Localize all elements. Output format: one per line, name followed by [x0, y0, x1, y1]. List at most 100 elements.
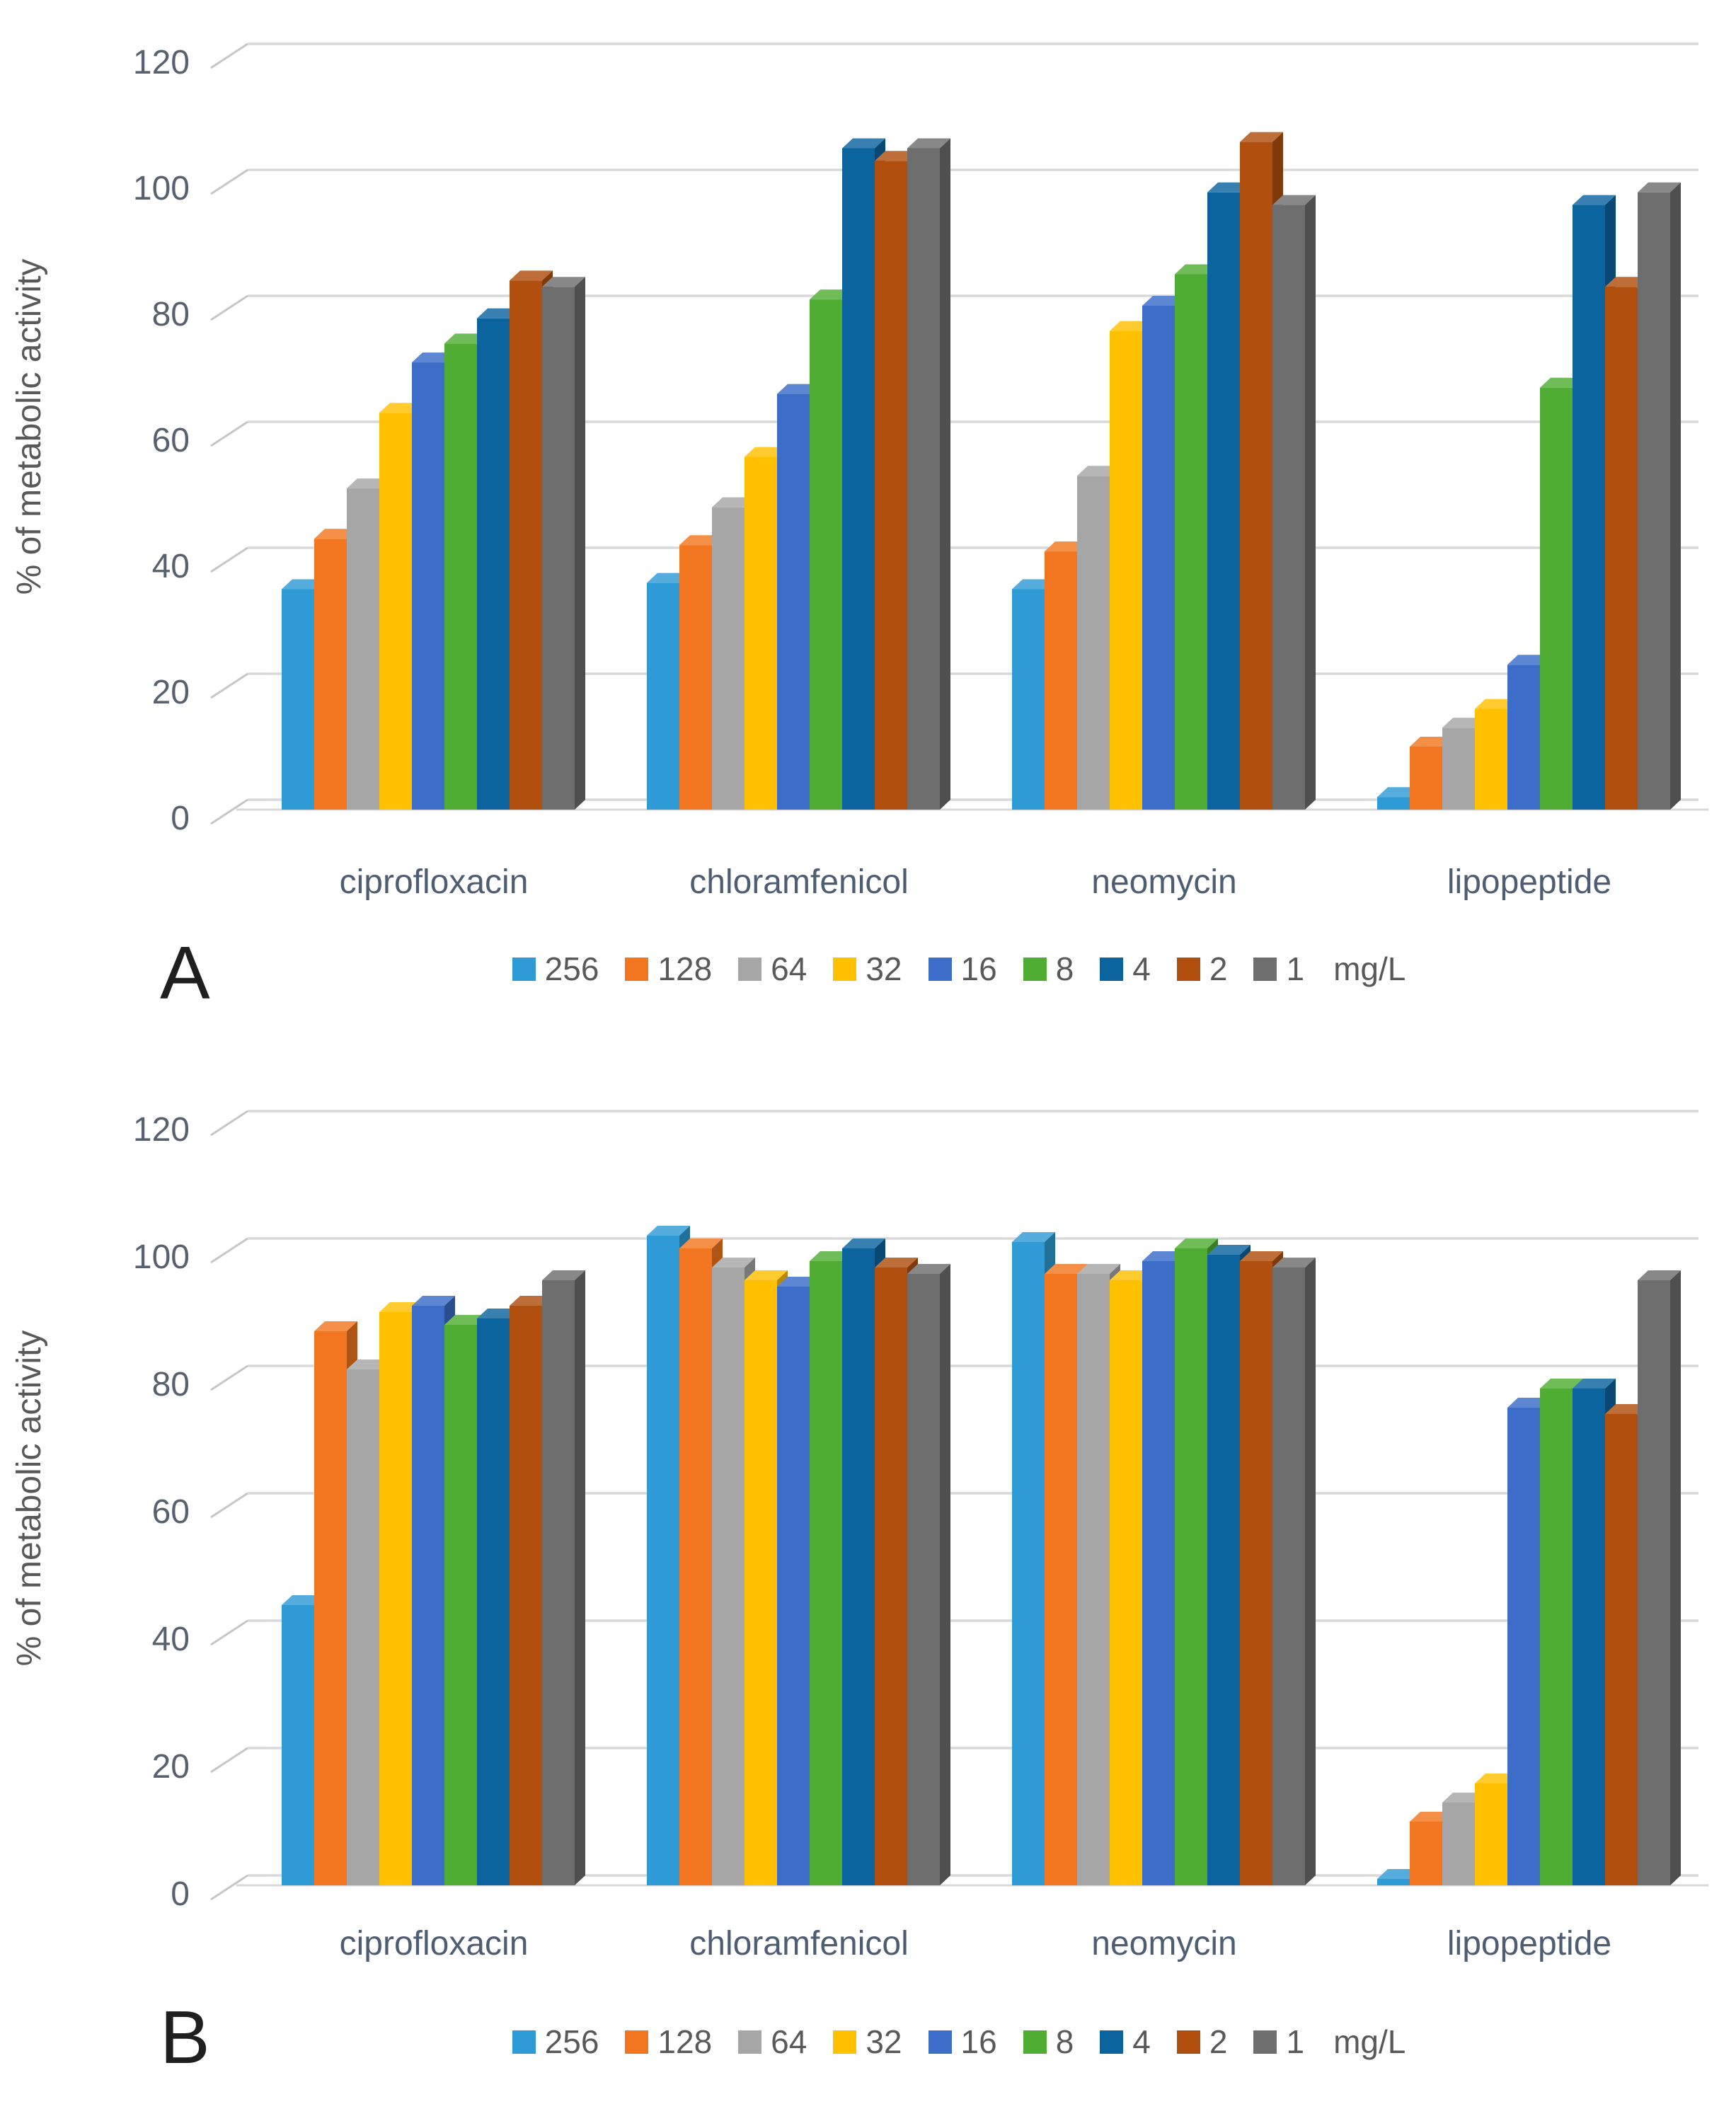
bar-lipopeptide-128mgL — [1410, 737, 1453, 810]
bar-side-face — [1305, 195, 1316, 810]
bar-front-face — [745, 1280, 777, 1885]
bar-top-face — [282, 579, 325, 590]
bar-front-face — [1475, 1783, 1507, 1885]
legend-item-1: 1 — [1253, 2025, 1304, 2058]
y-tick-label-80: 80 — [152, 296, 190, 333]
bar-front-face — [907, 148, 940, 810]
bar-front-face — [379, 413, 412, 810]
legend-swatch-icon — [625, 957, 649, 981]
bar-top-face — [1507, 1398, 1551, 1408]
bar-top-face — [1442, 718, 1485, 728]
legend-label: 8 — [1055, 2023, 1074, 2060]
axis-depth-connector — [210, 1237, 248, 1264]
legend-label: 1 — [1286, 950, 1305, 987]
axis-depth-connector — [210, 798, 248, 825]
category-label-neomycin: neomycin — [1091, 863, 1236, 901]
legend-item-64: 64 — [738, 953, 807, 985]
bar-front-face — [510, 280, 542, 810]
bar-side-face — [1305, 1258, 1316, 1885]
legend-label: 128 — [657, 2023, 713, 2060]
bar-top-face — [412, 352, 455, 363]
bar-front-face — [1240, 142, 1272, 810]
bar-front-face — [842, 1248, 875, 1885]
axis-depth-connector — [210, 420, 248, 447]
bar-front-face — [1045, 551, 1077, 810]
bar-top-face — [1207, 182, 1251, 192]
bar-front-face — [1142, 1261, 1175, 1885]
bar-front-face — [314, 539, 347, 810]
bar-top-face — [842, 1238, 885, 1248]
bar-neomycin-1mgL — [1272, 195, 1316, 810]
bar-top-face — [810, 1251, 853, 1261]
legend-label: 128 — [657, 950, 713, 987]
legend-label: 16 — [960, 950, 997, 987]
bar-top-face — [1175, 264, 1218, 275]
panel-B: 0 20 40 60 80 100 120 ciprofloxacin chloramfenic… — [0, 1062, 1736, 2121]
legend-swatch-icon — [928, 2030, 952, 2054]
y-tick-label-120: 120 — [133, 1111, 190, 1149]
bar-top-face — [1442, 1793, 1485, 1803]
bar-top-face — [1605, 1404, 1648, 1414]
bar-top-face — [907, 138, 950, 149]
bar-top-face — [1410, 737, 1453, 747]
legend-label: 64 — [771, 2023, 807, 2060]
bar-front-face — [542, 287, 575, 810]
category-label-chloramfenicol: chloramfenicol — [689, 1925, 908, 1962]
legend-label: 2 — [1209, 2023, 1228, 2060]
legend-label: 32 — [866, 2023, 902, 2060]
bar-top-face — [1573, 195, 1616, 205]
y-tick-label-20: 20 — [152, 674, 190, 711]
bar-top-face — [314, 1321, 357, 1331]
y-tick-label-20: 20 — [152, 1748, 190, 1786]
bar-top-face — [282, 1595, 325, 1605]
bar-front-face — [1175, 1248, 1207, 1885]
bar-front-face — [1377, 1879, 1410, 1885]
bar-front-face — [510, 1306, 542, 1885]
y-tick-label-40: 40 — [152, 1621, 190, 1658]
bar-top-face — [1377, 1869, 1420, 1879]
bar-front-face — [1410, 1822, 1442, 1885]
bar-front-face — [1240, 1261, 1272, 1885]
bar-front-face — [875, 1268, 907, 1885]
bar-lipopeptide-1mgL — [1638, 1270, 1681, 1885]
bar-top-face — [1540, 377, 1583, 388]
legend-swatch-icon — [833, 957, 857, 981]
legend-swatch-icon — [1023, 957, 1047, 981]
bar-front-face — [777, 393, 810, 810]
legend-units-label: mg/L — [1333, 950, 1406, 987]
bar-top-face — [777, 1277, 820, 1287]
legend-label: 1 — [1286, 2023, 1305, 2060]
legend-label: 4 — [1132, 950, 1151, 987]
bar-chloramfenicol-1mgL — [907, 1264, 950, 1885]
bar-top-face — [907, 1264, 950, 1274]
bar-top-face — [510, 1296, 553, 1306]
bar-top-face — [1605, 277, 1648, 287]
legend-swatch-icon — [928, 957, 952, 981]
bar-front-face — [810, 1261, 842, 1885]
legend-item-16: 16 — [928, 950, 997, 987]
bar-top-face — [314, 529, 357, 539]
legend-swatch-icon — [512, 2030, 536, 2054]
bar-top-face — [1410, 1812, 1453, 1822]
legend-swatch-icon — [738, 2030, 762, 2054]
bar-front-face — [712, 507, 745, 810]
bar-front-face — [1207, 1255, 1240, 1885]
bar-top-face — [444, 1315, 488, 1325]
y-tick-label-120: 120 — [133, 44, 190, 81]
bar-front-face — [1110, 1280, 1142, 1885]
bar-front-face — [712, 1268, 745, 1885]
bar-front-face — [647, 582, 679, 810]
bar-side-face — [940, 138, 950, 810]
bar-front-face — [1573, 205, 1605, 810]
bar-front-face — [1077, 476, 1110, 810]
panel-letter-B: B — [160, 1996, 210, 2079]
axis-depth-connector — [210, 1874, 248, 1901]
bar-chloramfenicol-1mgL — [907, 138, 950, 810]
axis-depth-connector — [210, 1619, 248, 1646]
bar-front-face — [1142, 306, 1175, 810]
bar-top-face — [1540, 1379, 1583, 1389]
bar-top-face — [347, 1360, 390, 1369]
bar-top-face — [1110, 1270, 1153, 1280]
bar-front-face — [842, 148, 875, 810]
bar-front-face — [1605, 287, 1638, 810]
